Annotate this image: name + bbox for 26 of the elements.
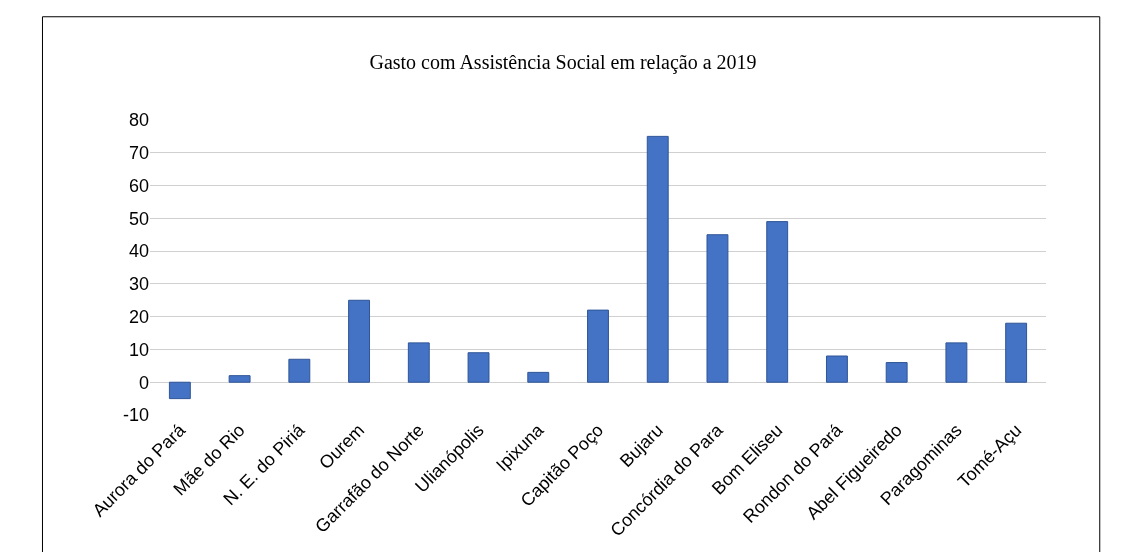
bar bbox=[1005, 322, 1028, 383]
chart-title: Gasto com Assistência Social em relação a 2019 bbox=[369, 51, 757, 75]
bar bbox=[288, 358, 311, 383]
bar bbox=[885, 362, 908, 383]
bar bbox=[228, 375, 251, 383]
bar bbox=[407, 342, 430, 383]
y-tick-label: 20 bbox=[128, 306, 149, 327]
y-tick-label: -10 bbox=[122, 405, 149, 426]
bar bbox=[766, 221, 789, 383]
bar bbox=[825, 355, 848, 383]
y-tick-label: 40 bbox=[128, 241, 149, 262]
y-tick-label: 30 bbox=[128, 274, 149, 295]
bar bbox=[587, 309, 609, 383]
bar bbox=[467, 352, 490, 383]
y-tick-label: 60 bbox=[128, 175, 149, 196]
y-tick-label: 70 bbox=[128, 143, 149, 164]
bar bbox=[527, 371, 550, 383]
bar bbox=[168, 381, 191, 400]
y-tick-label: 80 bbox=[128, 110, 149, 131]
y-tick-label: 50 bbox=[128, 208, 149, 229]
bar bbox=[706, 234, 729, 383]
y-tick-label: 0 bbox=[138, 372, 149, 393]
bar bbox=[646, 135, 669, 383]
y-tick-label: 10 bbox=[128, 339, 149, 360]
bar bbox=[348, 299, 371, 383]
bar bbox=[945, 342, 968, 383]
